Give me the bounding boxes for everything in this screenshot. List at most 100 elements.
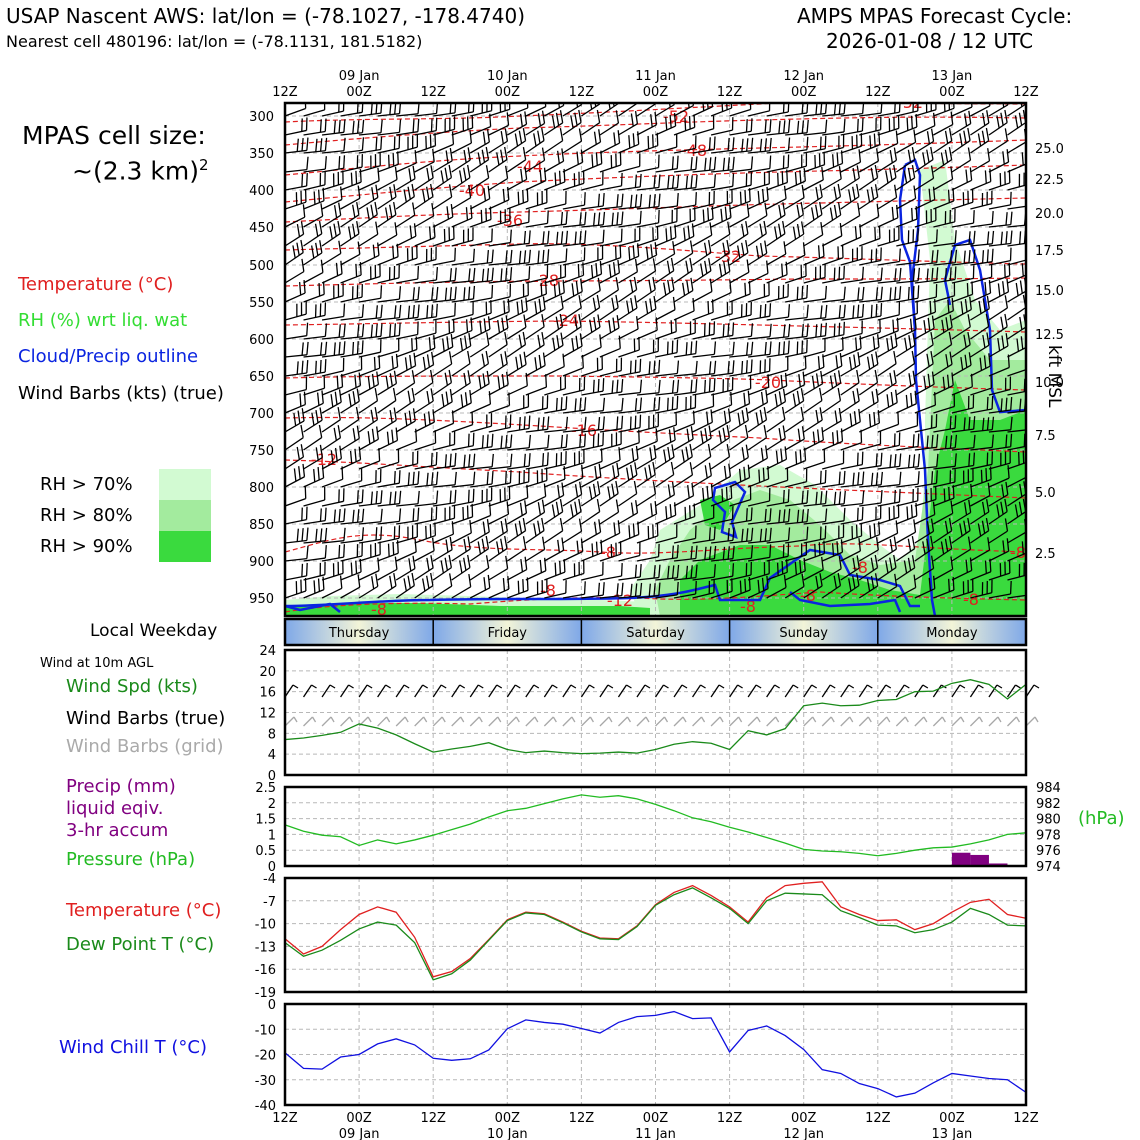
wind-barb-flag bbox=[628, 525, 631, 539]
wind-barb bbox=[933, 481, 955, 488]
wind-barb-flag bbox=[422, 578, 426, 592]
wind-barb-flag bbox=[524, 556, 528, 570]
wind-barb-flag bbox=[433, 335, 436, 349]
wind-barb bbox=[340, 274, 362, 284]
wind-barb-flag bbox=[743, 466, 746, 480]
wind-barb-flag bbox=[704, 379, 706, 393]
wind-barb bbox=[988, 140, 1008, 154]
wind-barb-flag bbox=[445, 391, 449, 405]
wind-barb-flag bbox=[621, 397, 624, 411]
wind-barb bbox=[951, 344, 971, 358]
wind-barb-flag bbox=[713, 360, 717, 374]
wind-barb bbox=[729, 184, 752, 191]
wind-barb bbox=[692, 373, 715, 377]
grid-barb bbox=[710, 716, 721, 727]
contour-label: -8 bbox=[852, 558, 868, 577]
wind-barb-flag bbox=[739, 191, 742, 205]
wind-barb bbox=[303, 109, 325, 117]
wind-barb-flag bbox=[318, 189, 321, 203]
wind-barb bbox=[285, 169, 307, 173]
wind-barb bbox=[747, 233, 767, 247]
wind-barb bbox=[692, 538, 715, 544]
wind-barb-flag bbox=[539, 169, 542, 183]
wind-barb-flag bbox=[874, 573, 879, 587]
wind-barb bbox=[285, 420, 305, 433]
wind-barb bbox=[581, 410, 604, 414]
grid-barb bbox=[914, 716, 925, 727]
wind-barb-flag bbox=[301, 360, 304, 374]
surface-barb bbox=[1006, 684, 1017, 698]
wind-barb-flag bbox=[718, 430, 722, 444]
wind-barb-flag bbox=[505, 435, 508, 449]
wind-barb-flag bbox=[510, 249, 513, 263]
wind-barb-flag bbox=[621, 415, 624, 429]
wind-barb-flag bbox=[579, 230, 582, 245]
wind-barb bbox=[951, 243, 974, 247]
wind-barb-flag bbox=[963, 520, 967, 534]
wind-barb bbox=[358, 538, 381, 544]
wind-barb-flag bbox=[581, 354, 584, 368]
wind-barb-flag bbox=[658, 193, 661, 207]
wind10m-title: Wind at 10m AGL bbox=[40, 656, 154, 671]
pressure-tick-label: 700 bbox=[249, 407, 274, 422]
wind-barb-flag bbox=[723, 261, 727, 275]
wind-barb-flag bbox=[856, 183, 860, 197]
wind-barb-flag bbox=[652, 481, 657, 495]
wind-barb-flag bbox=[874, 227, 877, 241]
wind-barb bbox=[1007, 493, 1026, 507]
wind-barb bbox=[470, 279, 493, 284]
top-date-tick: 11 Jan bbox=[635, 69, 676, 84]
wind-barb-flag bbox=[713, 378, 716, 392]
wind-barb-flag bbox=[451, 131, 455, 145]
wind-barb-flag bbox=[459, 337, 463, 351]
wind-barb-flag bbox=[725, 486, 728, 500]
wind-barb bbox=[581, 574, 603, 581]
wind-barb-flag bbox=[880, 103, 883, 114]
grid-barb bbox=[617, 716, 628, 727]
legend-barbs: Wind Barbs (kts) (true) bbox=[18, 383, 224, 404]
wind-barb-flag bbox=[895, 520, 899, 534]
pressure-label: Pressure (hPa) bbox=[66, 849, 196, 870]
wind-barb-flag bbox=[377, 242, 380, 256]
wind-barb-flag bbox=[520, 299, 524, 313]
wind-barb-flag bbox=[311, 412, 315, 426]
wind-barb-flag bbox=[871, 353, 875, 367]
wind-barb-flag bbox=[934, 392, 937, 406]
wind-barb-flag bbox=[1029, 433, 1030, 446]
y-tick-label: 0 bbox=[268, 769, 276, 784]
wind-barb-flag bbox=[917, 471, 920, 485]
wind-barb-flag bbox=[602, 229, 605, 243]
wind-barb-flag bbox=[673, 427, 676, 441]
wind-barb-flag bbox=[630, 113, 634, 127]
grid-barb bbox=[543, 716, 554, 727]
wind-barb bbox=[285, 335, 307, 340]
wind-barb-flag bbox=[856, 118, 859, 132]
wind-barb bbox=[636, 457, 657, 470]
wind-barb-flag bbox=[431, 203, 435, 217]
wind-barb bbox=[599, 391, 622, 396]
wind-barb bbox=[896, 500, 918, 507]
wind-barb bbox=[858, 216, 879, 228]
wind-barb-flag bbox=[621, 211, 624, 225]
wind-barb-flag bbox=[1043, 583, 1044, 596]
wind-barb-flag bbox=[852, 305, 855, 319]
wind-barb-flag bbox=[685, 260, 689, 274]
wind-barb-flag bbox=[422, 356, 426, 370]
wind-barb bbox=[581, 444, 604, 451]
wind-barb-flag bbox=[491, 284, 494, 298]
wind-barb-flag bbox=[857, 287, 860, 301]
wind-barb-flag bbox=[571, 338, 575, 352]
wind-barb bbox=[1025, 264, 1026, 265]
wind-barb-flag bbox=[952, 577, 955, 591]
wind-barb-flag bbox=[737, 412, 741, 426]
wind-barb-flag bbox=[782, 425, 786, 439]
wind-barb-flag bbox=[905, 394, 909, 408]
grid-barb-flag bbox=[941, 716, 946, 723]
wind-barb-flag bbox=[376, 426, 379, 440]
wind-barb bbox=[636, 576, 659, 581]
wind-barb bbox=[636, 535, 658, 544]
wind-barb bbox=[784, 384, 805, 396]
wind-barb-flag bbox=[551, 115, 556, 129]
wind-barb-flag bbox=[681, 449, 685, 463]
wind-barb-flag bbox=[440, 560, 445, 574]
